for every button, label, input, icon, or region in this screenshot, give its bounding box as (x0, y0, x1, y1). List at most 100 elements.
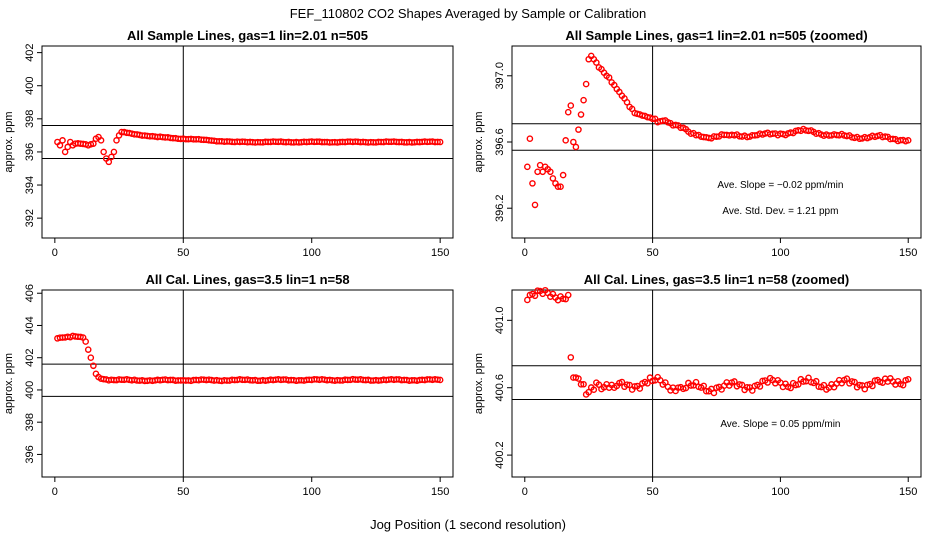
data-point (434, 376, 441, 383)
data-point (795, 381, 802, 388)
data-point (526, 135, 534, 142)
y-tick-label: 400 (24, 77, 36, 95)
annotation: Ave. Slope = −0.02 ppm/min (717, 180, 843, 191)
data-point (649, 115, 656, 123)
plot-frame (511, 289, 922, 478)
data-point (557, 183, 564, 190)
data-point (547, 168, 554, 176)
data-point (700, 382, 708, 390)
panel-sample-lines-zoomed: All Sample Lines, gas=1 lin=2.01 n=505 (… (473, 28, 922, 259)
data-point (524, 296, 531, 304)
data-point (539, 168, 546, 176)
data-point (524, 163, 531, 171)
data-point (738, 381, 746, 389)
data-point (869, 382, 876, 390)
data-point (61, 148, 69, 156)
data-point (881, 133, 889, 140)
data-point (623, 381, 631, 389)
data-point (605, 74, 613, 81)
data-point (590, 386, 598, 394)
data-point (577, 381, 585, 388)
data-point (582, 80, 590, 88)
data-point (56, 142, 64, 149)
y-tick-label: 396.6 (494, 128, 506, 156)
data-point (529, 180, 536, 187)
figure-xlabel: Jog Position (1 second resolution) (370, 517, 566, 532)
y-tick-label: 394 (24, 176, 36, 194)
panel-sample-lines: All Sample Lines, gas=1 lin=2.01 n=505 0 5… (3, 28, 454, 259)
data-point (108, 153, 115, 161)
plot-frame (41, 289, 454, 478)
data-point (110, 148, 118, 156)
figure-title: FEF_110802 CO2 Shapes Averaged by Sample… (290, 6, 647, 21)
data-point (559, 295, 567, 303)
data-point (534, 287, 541, 294)
annotation: Ave. Std. Dev. = 1.21 ppm (722, 206, 838, 217)
data-point (531, 201, 539, 209)
data-point (743, 384, 751, 391)
y-tick-label: 398 (24, 413, 36, 431)
data-point (434, 138, 441, 146)
data-point (572, 143, 580, 151)
data-point (436, 376, 444, 384)
plot-frame (41, 45, 454, 239)
data-point (787, 384, 794, 392)
x-tick-label: 50 (646, 486, 658, 498)
y-axis-label: approx. ppm (473, 353, 485, 414)
panel-cal-lines-zoomed: All Cal. Lines, gas=3.5 lin=1 n=58 (zoom… (473, 272, 922, 498)
data-point (567, 354, 575, 361)
y-tick-label: 400.2 (494, 441, 506, 469)
data-point (575, 375, 582, 382)
data-point (904, 137, 912, 144)
data-point (710, 389, 718, 397)
data-point (899, 381, 907, 389)
y-tick-label: 392 (24, 209, 36, 227)
panel-title: All Cal. Lines, gas=3.5 lin=1 n=58 (zoom… (584, 272, 850, 287)
y-tick-label: 397.0 (494, 62, 506, 90)
y-tick-label: 404 (24, 316, 36, 334)
data-point (549, 175, 557, 182)
data-point (97, 137, 105, 144)
x-tick-label: 100 (771, 486, 789, 498)
data-point (731, 378, 738, 385)
data-point (559, 171, 567, 179)
x-tick-label: 150 (899, 486, 917, 498)
x-tick-label: 150 (899, 247, 917, 259)
x-tick-label: 100 (303, 247, 321, 259)
y-axis-label: approx. ppm (3, 111, 15, 172)
y-tick-label: 402 (24, 349, 36, 367)
y-tick-label: 402 (24, 43, 36, 61)
data-point (564, 291, 572, 299)
y-tick-label: 396.2 (494, 194, 506, 222)
data-point (570, 138, 577, 146)
data-point (105, 158, 113, 166)
y-axis-label: approx. ppm (473, 111, 485, 172)
data-point (682, 384, 690, 392)
x-tick-label: 0 (522, 247, 528, 259)
x-tick-label: 150 (431, 486, 449, 498)
data-point (87, 354, 95, 362)
x-tick-label: 100 (303, 486, 321, 498)
data-point (631, 383, 639, 390)
data-point (672, 121, 679, 129)
data-point (100, 148, 107, 156)
x-tick-label: 0 (52, 486, 58, 498)
data-point (577, 111, 585, 118)
data-point (800, 378, 807, 385)
x-tick-label: 100 (771, 247, 789, 259)
data-point (59, 137, 66, 144)
data-point (702, 387, 710, 395)
data-point (856, 381, 863, 389)
data-point (851, 378, 858, 386)
data-point (564, 108, 572, 116)
data-point (636, 385, 644, 392)
data-point (904, 375, 912, 383)
y-axis-label: approx. ppm (3, 353, 15, 414)
data-point (687, 382, 695, 389)
y-tick-label: 406 (24, 284, 36, 302)
x-tick-label: 0 (522, 486, 528, 498)
y-tick-label: 400.6 (494, 374, 506, 402)
data-point (531, 292, 539, 300)
